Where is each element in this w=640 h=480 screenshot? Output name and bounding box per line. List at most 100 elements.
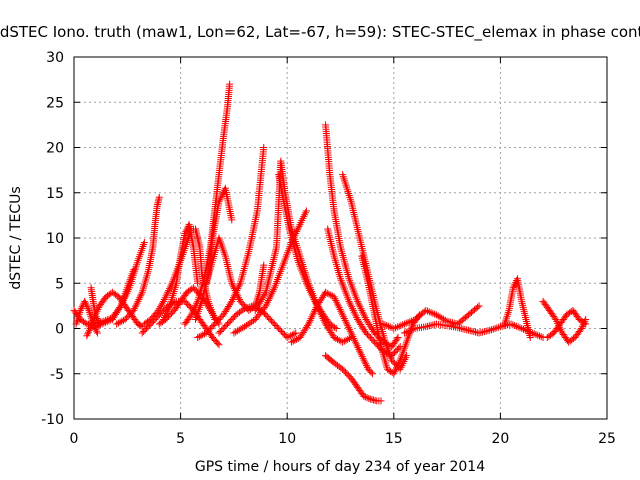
data-point <box>392 324 400 332</box>
data-series <box>275 171 340 332</box>
data-point <box>234 292 242 300</box>
data-point <box>489 325 497 333</box>
data-point <box>266 315 274 323</box>
data-point <box>86 325 94 332</box>
data-point <box>265 295 273 303</box>
data-point <box>347 301 355 309</box>
data-point <box>270 286 278 294</box>
data-point <box>351 310 359 318</box>
data-point <box>365 332 373 340</box>
data-point <box>303 322 311 330</box>
data-point <box>503 312 511 320</box>
data-point <box>275 325 283 332</box>
y-tick-label: -5 <box>50 367 64 383</box>
data-point <box>310 296 318 304</box>
data-point <box>287 332 295 340</box>
data-point <box>140 328 148 336</box>
data-point <box>493 324 501 332</box>
data-point <box>332 296 340 304</box>
data-point <box>182 228 190 236</box>
x-tick-label: 5 <box>176 431 185 447</box>
data-point <box>254 301 262 309</box>
data-point <box>127 309 135 317</box>
data-point <box>305 318 313 326</box>
data-point <box>518 325 526 332</box>
data-point <box>362 393 370 401</box>
data-point <box>292 329 300 337</box>
data-point <box>98 318 106 326</box>
data-point <box>312 304 320 312</box>
data-point <box>222 321 230 329</box>
data-point <box>336 305 344 313</box>
data-point <box>344 335 352 343</box>
data-point <box>330 334 338 342</box>
data-point <box>307 315 315 323</box>
data-point <box>383 321 391 329</box>
y-tick-label: 5 <box>55 276 64 292</box>
data-point <box>343 370 351 378</box>
data-point <box>311 305 319 313</box>
data-point <box>475 302 483 310</box>
data-point <box>364 331 372 339</box>
data-point <box>406 318 414 326</box>
data-point <box>84 305 92 313</box>
data-point <box>235 281 243 289</box>
data-point <box>532 331 540 339</box>
data-point <box>359 308 367 316</box>
data-point <box>352 340 360 348</box>
data-point <box>265 314 273 322</box>
data-point <box>379 320 387 328</box>
data-point <box>166 285 174 293</box>
data-point <box>327 291 335 299</box>
data-point <box>156 303 164 311</box>
data-point <box>355 301 363 309</box>
data-point <box>134 320 142 328</box>
data-point <box>165 286 173 294</box>
data-point <box>241 305 249 313</box>
data-point <box>295 222 303 230</box>
data-point <box>216 328 224 336</box>
data-point <box>357 351 365 359</box>
data-point <box>342 336 350 344</box>
data-point <box>361 314 369 322</box>
data-point <box>392 347 400 355</box>
data-point <box>368 335 376 343</box>
data-point <box>140 239 148 247</box>
data-point <box>138 329 146 337</box>
data-point <box>132 301 140 309</box>
data-point <box>199 331 207 339</box>
data-point <box>360 356 368 364</box>
data-point <box>395 322 403 330</box>
data-point <box>504 310 512 318</box>
data-point <box>381 321 389 329</box>
data-point <box>81 319 89 327</box>
data-point <box>400 329 408 337</box>
data-point <box>232 288 240 296</box>
data-point <box>279 329 287 337</box>
data-point <box>231 286 239 294</box>
data-point <box>512 322 520 330</box>
plot-frame <box>73 56 608 420</box>
data-point <box>440 315 448 323</box>
data-point <box>191 285 199 293</box>
data-point <box>330 293 338 301</box>
data-point <box>422 306 430 314</box>
data-point <box>340 337 348 345</box>
data-point <box>219 325 227 332</box>
data-point <box>181 229 189 237</box>
data-point <box>339 313 347 321</box>
data-point <box>348 303 356 311</box>
x-tick-label: 10 <box>278 431 296 447</box>
data-point <box>113 320 121 328</box>
data-point <box>246 319 254 327</box>
data-point <box>346 299 354 307</box>
data-point <box>228 216 236 224</box>
data-point <box>507 320 515 328</box>
data-point <box>116 318 124 326</box>
data-point <box>367 368 375 376</box>
data-series <box>113 193 163 328</box>
data-point <box>264 298 272 306</box>
data-point <box>120 295 128 303</box>
data-point <box>268 289 276 297</box>
